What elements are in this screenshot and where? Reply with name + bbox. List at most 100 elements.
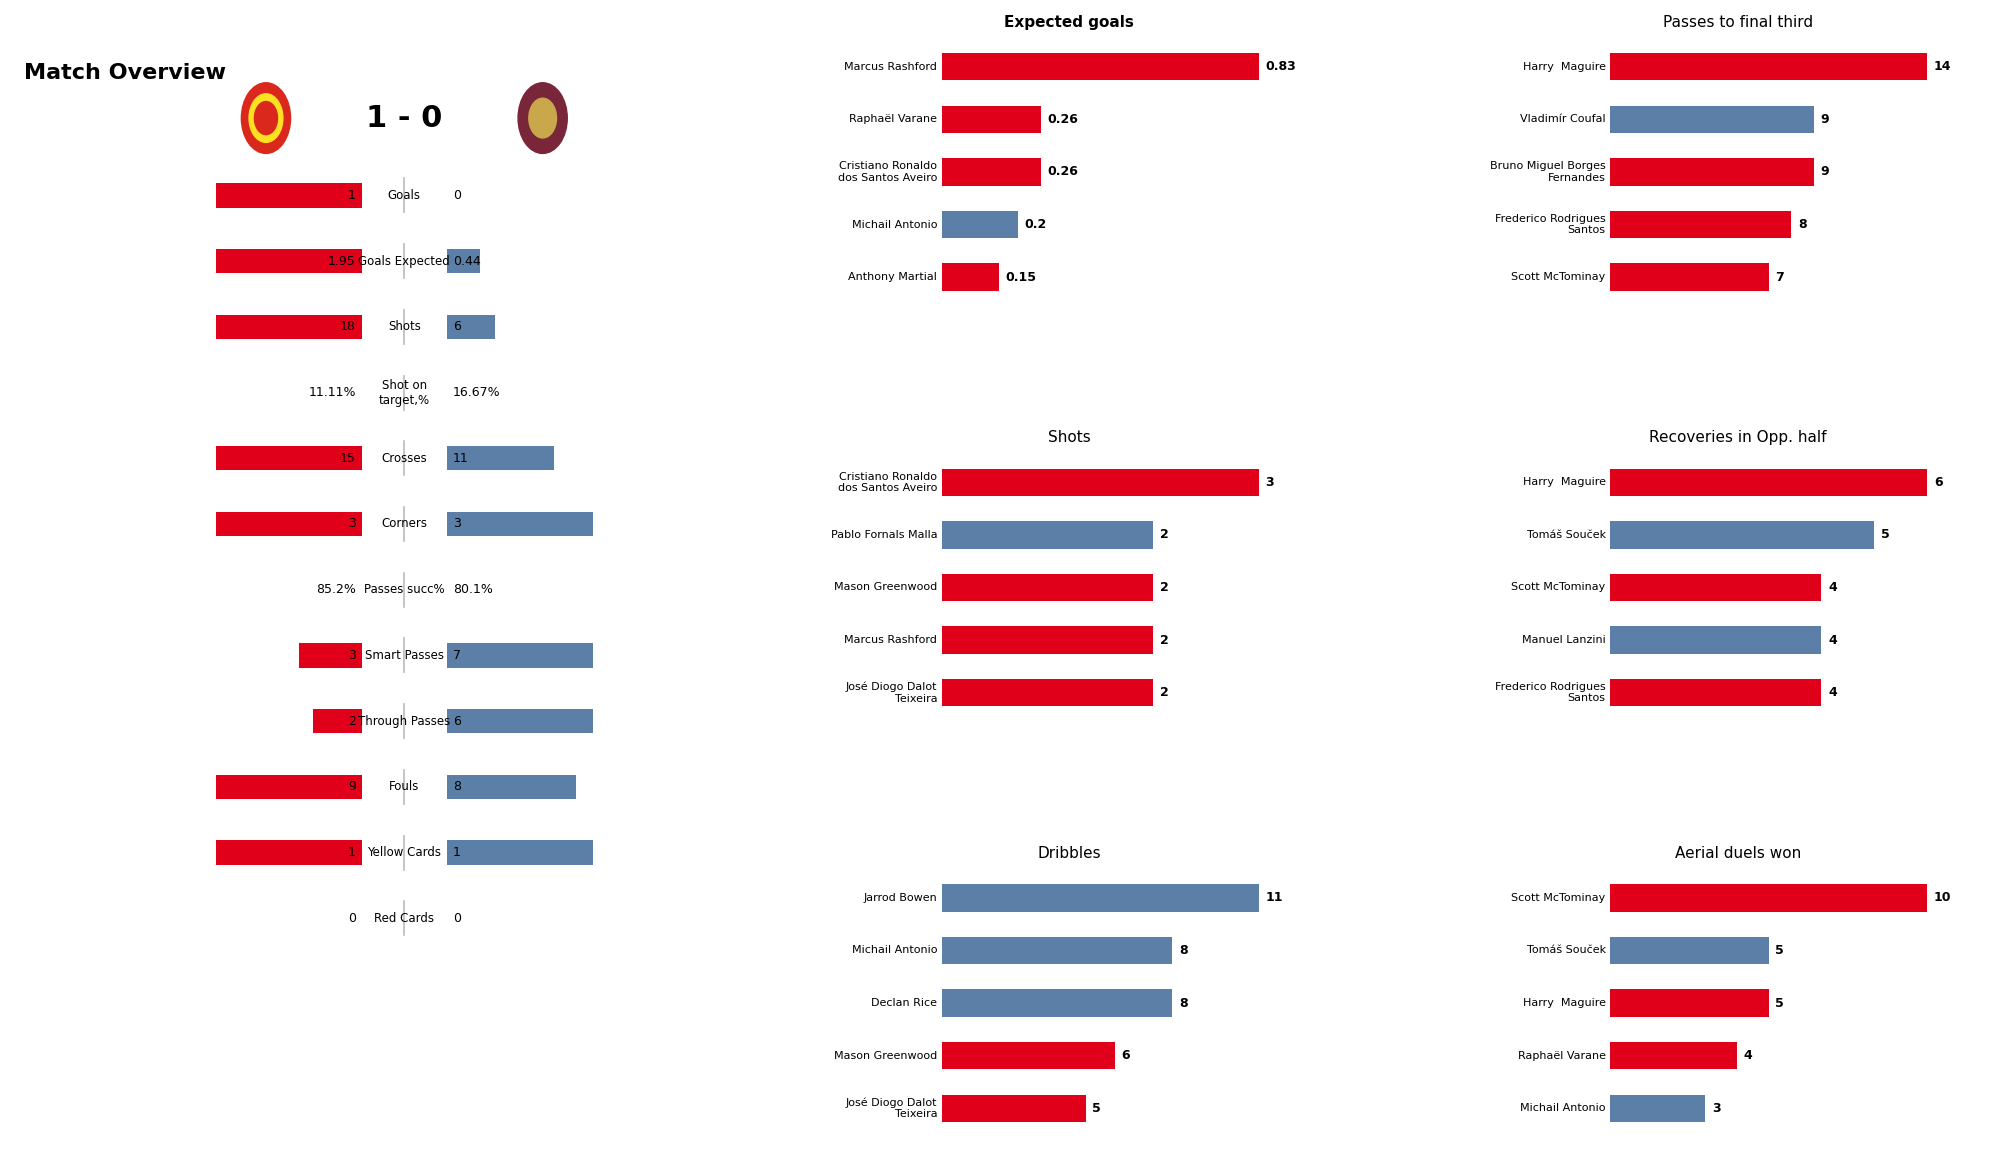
Bar <box>942 263 998 290</box>
Text: Pablo Fornals Malla: Pablo Fornals Malla <box>830 530 938 541</box>
Text: 7: 7 <box>452 649 460 662</box>
Text: 3: 3 <box>348 649 356 662</box>
Text: Fouls: Fouls <box>390 780 420 793</box>
Text: 1: 1 <box>452 846 460 859</box>
Text: 0.2: 0.2 <box>1024 219 1046 231</box>
Circle shape <box>528 99 556 137</box>
Text: 80.1%: 80.1% <box>452 583 492 596</box>
Text: 11: 11 <box>1266 892 1282 905</box>
Text: Tomáš Souček: Tomáš Souček <box>1526 946 1606 955</box>
Text: 3: 3 <box>1266 476 1274 489</box>
Bar <box>446 774 576 799</box>
Text: Scott McTominay: Scott McTominay <box>1512 273 1606 282</box>
Text: Anthony Martial: Anthony Martial <box>848 273 938 282</box>
Bar <box>942 106 1040 133</box>
Text: José Diogo Dalot
Teixeira: José Diogo Dalot Teixeira <box>846 682 938 704</box>
Text: 0.26: 0.26 <box>1048 113 1078 126</box>
Bar <box>1610 573 1822 602</box>
Bar <box>216 840 362 865</box>
Text: 0.44: 0.44 <box>452 255 480 268</box>
Text: 2: 2 <box>348 714 356 727</box>
Text: Corners: Corners <box>382 517 428 530</box>
Text: Cristiano Ronaldo
dos Santos Aveiro: Cristiano Ronaldo dos Santos Aveiro <box>838 161 938 183</box>
Bar <box>1610 936 1768 965</box>
Text: Declan Rice: Declan Rice <box>872 998 938 1008</box>
Text: 2: 2 <box>1160 633 1168 646</box>
Bar <box>314 709 362 733</box>
Text: Marcus Rashford: Marcus Rashford <box>844 634 938 645</box>
Bar <box>446 840 592 865</box>
Bar <box>942 1095 1086 1122</box>
Bar <box>1610 159 1814 186</box>
Text: 6: 6 <box>452 321 460 334</box>
Bar <box>446 446 554 470</box>
Bar <box>942 679 1152 706</box>
Bar <box>446 249 480 274</box>
Bar <box>942 573 1152 602</box>
Text: 4: 4 <box>1828 686 1836 699</box>
Text: 1 - 0: 1 - 0 <box>366 103 442 133</box>
Text: Crosses: Crosses <box>382 451 428 465</box>
Text: 0: 0 <box>348 912 356 925</box>
Bar <box>216 315 362 338</box>
Text: Goals: Goals <box>388 189 420 202</box>
Title: Expected goals: Expected goals <box>1004 15 1134 29</box>
Bar <box>446 643 592 667</box>
Text: Frederico Rodrigues
Santos: Frederico Rodrigues Santos <box>1494 214 1606 235</box>
Bar <box>942 936 1172 965</box>
Text: Manuel Lanzini: Manuel Lanzini <box>1522 634 1606 645</box>
Text: 1: 1 <box>348 846 356 859</box>
Text: 0.26: 0.26 <box>1048 166 1078 179</box>
Bar <box>1610 679 1822 706</box>
Text: Mason Greenwood: Mason Greenwood <box>834 583 938 592</box>
Text: 0.15: 0.15 <box>1006 270 1036 283</box>
Bar <box>216 183 362 208</box>
Text: 0.83: 0.83 <box>1266 60 1296 73</box>
Text: 11: 11 <box>452 451 468 465</box>
Text: 5: 5 <box>1776 996 1784 1009</box>
Text: 8: 8 <box>452 780 460 793</box>
Bar <box>1610 1095 1706 1122</box>
Text: 8: 8 <box>1178 996 1188 1009</box>
Bar <box>942 1042 1114 1069</box>
Text: 6: 6 <box>452 714 460 727</box>
Title: Shots: Shots <box>1048 430 1090 445</box>
Bar <box>216 512 362 536</box>
Text: 2: 2 <box>1160 686 1168 699</box>
Text: 4: 4 <box>1744 1049 1752 1062</box>
Text: Passes succ%: Passes succ% <box>364 583 444 596</box>
Bar <box>216 774 362 799</box>
Bar <box>446 512 592 536</box>
Title: Aerial duels won: Aerial duels won <box>1674 846 1800 861</box>
Bar <box>942 210 1018 239</box>
Text: Match Overview: Match Overview <box>24 62 226 83</box>
Title: Recoveries in Opp. half: Recoveries in Opp. half <box>1650 430 1826 445</box>
Bar <box>942 626 1152 653</box>
Text: 9: 9 <box>1820 166 1830 179</box>
Title: Dribbles: Dribbles <box>1038 846 1102 861</box>
Text: 5: 5 <box>1092 1102 1102 1115</box>
Title: Passes to final third: Passes to final third <box>1662 15 1812 29</box>
Text: 5: 5 <box>1880 529 1890 542</box>
Text: 0: 0 <box>452 912 460 925</box>
Bar <box>446 315 496 338</box>
Bar <box>1610 626 1822 653</box>
Text: Tomáš Souček: Tomáš Souček <box>1526 530 1606 541</box>
Text: 4: 4 <box>1828 580 1836 595</box>
Text: 3: 3 <box>452 517 460 530</box>
Text: 0: 0 <box>452 189 460 202</box>
Bar <box>300 643 362 667</box>
Bar <box>1610 989 1768 1016</box>
Text: 3: 3 <box>348 517 356 530</box>
Text: 5: 5 <box>1776 944 1784 956</box>
Text: 10: 10 <box>1934 892 1952 905</box>
Bar <box>1610 469 1928 496</box>
Bar <box>942 159 1040 186</box>
Text: 1.95: 1.95 <box>328 255 356 268</box>
Text: Raphaël Varane: Raphaël Varane <box>850 114 938 125</box>
Text: 1: 1 <box>348 189 356 202</box>
Bar <box>1610 210 1792 239</box>
Text: Shot on
target,%: Shot on target,% <box>378 378 430 407</box>
Text: 9: 9 <box>348 780 356 793</box>
Text: 4: 4 <box>1828 633 1836 646</box>
